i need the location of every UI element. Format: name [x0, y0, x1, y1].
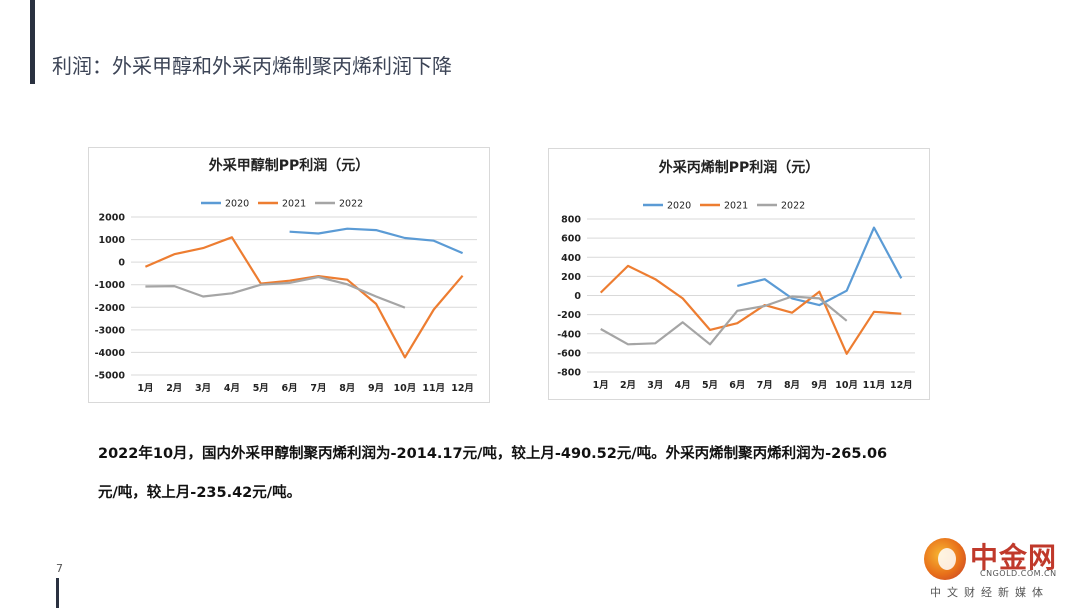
y-tick-label: -800 — [557, 368, 581, 379]
y-tick-label: -2000 — [95, 303, 126, 314]
chart-methanol-pp-profit: 外采甲醇制PP利润（元） 2020 2021 2022 2000 1000 0 -1000 -2… — [88, 147, 490, 403]
x-tick-label: 10月 — [394, 383, 417, 394]
chart-methanol-svg: 外采甲醇制PP利润（元） 2020 2021 2022 2000 1000 0 -1000 -2… — [95, 157, 477, 394]
x-tick-label: 5月 — [702, 380, 718, 391]
y-tick-label: 0 — [574, 291, 581, 302]
logo-name: 中金网 — [970, 541, 1058, 574]
page-number: 7 — [56, 562, 63, 575]
x-tick-label: 8月 — [339, 383, 355, 394]
y-tick-label: 400 — [561, 253, 581, 264]
title-accent-bar — [30, 0, 35, 84]
y-tick-label: -400 — [557, 329, 581, 340]
x-tick-label: 3月 — [647, 380, 663, 391]
x-tick-label: 12月 — [451, 383, 474, 394]
x-tick-label: 4月 — [224, 383, 240, 394]
y-tick-label: 800 — [561, 215, 581, 226]
summary-text-line-2: 元/吨，较上月-235.42元/吨。 — [98, 485, 302, 501]
x-tick-label: 11月 — [422, 383, 445, 394]
y-tick-label: 200 — [561, 272, 581, 283]
series-line-2020 — [737, 226, 903, 307]
x-tick-label: 8月 — [784, 380, 800, 391]
legend-label-2020: 2020 — [225, 199, 249, 210]
y-tick-label: 1000 — [99, 235, 126, 246]
x-tick-label: 4月 — [675, 380, 691, 391]
x-tick-label: 7月 — [310, 383, 326, 394]
chart-title: 外采甲醇制PP利润（元） — [209, 157, 370, 174]
x-tick-label: 2月 — [620, 380, 636, 391]
chart-title: 外采丙烯制PP利润（元） — [659, 159, 820, 176]
x-tick-label: 11月 — [863, 380, 886, 391]
x-tick-label: 1月 — [137, 383, 153, 394]
y-tick-label: 0 — [118, 258, 125, 269]
y-tick-label: 600 — [561, 234, 581, 245]
x-tick-label: 2月 — [166, 383, 182, 394]
chart-propylene-pp-profit: 外采丙烯制PP利润（元） 2020 2021 2022 800 600 400 200 0 -20… — [548, 148, 930, 400]
x-tick-label: 1月 — [593, 380, 609, 391]
x-tick-label: 12月 — [890, 380, 913, 391]
logo-subtitle: 中文财经新媒体 — [930, 586, 1049, 599]
y-tick-label: -1000 — [95, 280, 126, 291]
page-title: 利润：外采甲醇和外采丙烯制聚丙烯利润下降 — [52, 54, 452, 78]
y-tick-label: -4000 — [95, 348, 126, 359]
chart-propylene-svg: 外采丙烯制PP利润（元） 2020 2021 2022 800 600 400 200 0 -20… — [557, 159, 915, 391]
y-tick-label: -600 — [557, 348, 581, 359]
series-line-2021 — [599, 264, 902, 355]
y-tick-label: -200 — [557, 310, 581, 321]
y-tick-label: -5000 — [95, 371, 126, 382]
y-tick-label: 2000 — [99, 213, 126, 224]
series-line-2020 — [289, 227, 464, 255]
legend-label-2021: 2021 — [282, 199, 306, 210]
x-tick-label: 3月 — [195, 383, 211, 394]
x-tick-label: 9月 — [368, 383, 384, 394]
legend-label-2022: 2022 — [781, 201, 805, 212]
summary-text-line-1: 2022年10月，国内外采甲醇制聚丙烯利润为-2014.17元/吨，较上月-49… — [98, 446, 888, 462]
series-line-2021 — [144, 236, 464, 359]
logo-domain: CNGOLD.COM.CN — [980, 569, 1057, 578]
x-tick-label: 7月 — [757, 380, 773, 391]
x-tick-label: 10月 — [835, 380, 858, 391]
legend-label-2020: 2020 — [667, 201, 691, 212]
series-line-2022 — [145, 275, 406, 309]
series-line-2022 — [600, 295, 848, 346]
x-tick-label: 9月 — [811, 380, 827, 391]
legend-label-2021: 2021 — [724, 201, 748, 212]
x-tick-label: 6月 — [729, 380, 745, 391]
legend-label-2022: 2022 — [339, 199, 363, 210]
logo-emblem-icon — [924, 538, 966, 580]
footer-accent-bar — [56, 578, 59, 608]
logo: 中金网 CNGOLD.COM.CN 中文财经新媒体 — [920, 536, 1070, 600]
x-tick-label: 5月 — [253, 383, 269, 394]
x-tick-label: 6月 — [282, 383, 298, 394]
y-tick-label: -3000 — [95, 325, 126, 336]
